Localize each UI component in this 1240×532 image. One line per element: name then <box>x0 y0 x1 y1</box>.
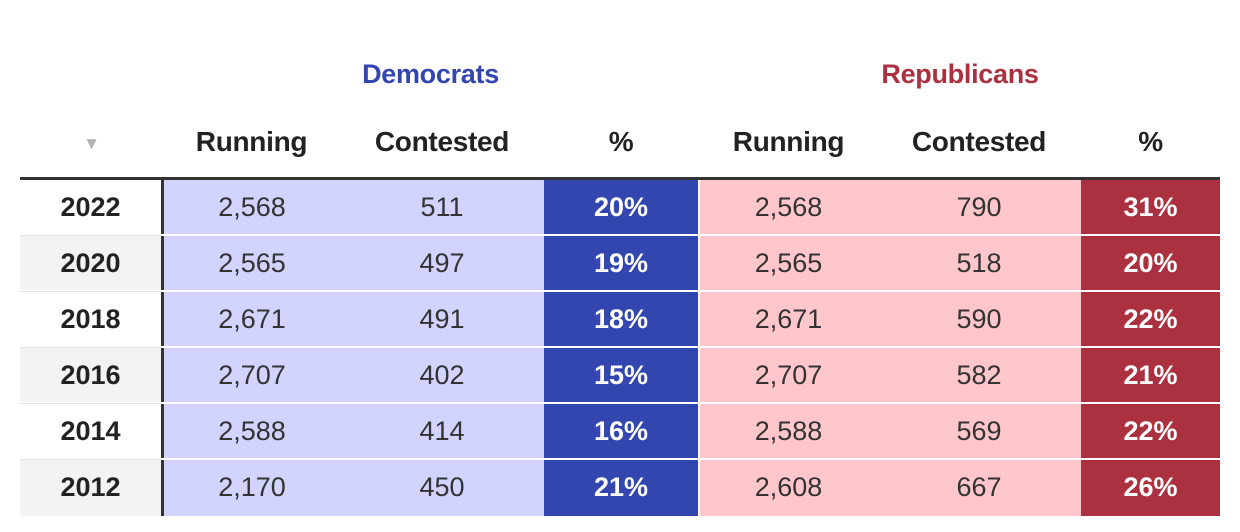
column-header-rep-running[interactable]: Running <box>732 126 845 157</box>
column-divider <box>161 236 164 292</box>
rep-pct-cell: 22% <box>1081 404 1220 460</box>
column-divider <box>161 404 164 460</box>
rep-pct-cell: 20% <box>1081 236 1220 292</box>
dem-contested-cell: 511 <box>340 180 544 236</box>
row-divider <box>20 403 161 404</box>
dem-running-cell: 2,707 <box>164 348 340 404</box>
column-divider <box>161 348 164 404</box>
rep-running-cell: 2,565 <box>700 236 877 292</box>
dem-contested-cell: 450 <box>340 460 544 516</box>
year-cell: 2014 <box>60 416 121 446</box>
dem-contested-cell: 497 <box>340 236 544 292</box>
year-cell: 2018 <box>60 304 121 334</box>
rep-running-cell: 2,588 <box>700 404 877 460</box>
rep-contested-cell: 790 <box>877 180 1081 236</box>
year-cell: 2020 <box>20 236 161 292</box>
column-header-dem-running[interactable]: Running <box>195 126 308 157</box>
column-divider <box>161 460 164 516</box>
row-divider <box>20 346 1220 348</box>
table-body: 2022 2,568 511 20% 2,568 790 31% 2020 2,… <box>20 180 1220 516</box>
dem-contested-cell: 414 <box>340 404 544 460</box>
rep-contested-cell: 518 <box>877 236 1081 292</box>
democrats-header: Democrats <box>362 59 499 89</box>
dem-running-cell: 2,568 <box>164 180 340 236</box>
row-divider <box>20 347 161 348</box>
year-cell: 2016 <box>20 348 161 404</box>
table-row: 2022 2,568 511 20% 2,568 790 31% <box>20 180 1220 236</box>
row-divider <box>20 402 1220 404</box>
rep-pct-cell: 31% <box>1081 180 1220 236</box>
rep-running-cell: 2,568 <box>700 180 877 236</box>
dem-contested-cell: 491 <box>340 292 544 348</box>
column-header-dem-contested[interactable]: Contested <box>374 126 510 157</box>
table-row: 2018 2,671 491 18% 2,671 590 22% <box>20 292 1220 348</box>
year-cell: 2012 <box>20 460 161 516</box>
sort-down-icon[interactable]: ▼ <box>83 134 100 153</box>
rep-contested-cell: 569 <box>877 404 1081 460</box>
dem-pct-cell: 20% <box>544 180 698 236</box>
dem-pct-cell: 18% <box>544 292 698 348</box>
rep-pct-cell: 22% <box>1081 292 1220 348</box>
rep-contested-cell: 590 <box>877 292 1081 348</box>
dem-running-cell: 2,588 <box>164 404 340 460</box>
rep-contested-cell: 582 <box>877 348 1081 404</box>
dem-pct-cell: 19% <box>544 236 698 292</box>
dem-pct-cell: 15% <box>544 348 698 404</box>
row-divider <box>20 458 1220 460</box>
row-divider <box>20 235 161 236</box>
row-divider <box>20 459 161 460</box>
table-header-divider <box>20 177 1220 180</box>
table-row: 2020 2,565 497 19% 2,565 518 20% <box>20 236 1220 292</box>
dem-running-cell: 2,170 <box>164 460 340 516</box>
rep-running-cell: 2,608 <box>700 460 877 516</box>
republicans-header: Republicans <box>881 59 1039 89</box>
table-row: 2012 2,170 450 21% 2,608 667 26% <box>20 460 1220 516</box>
rep-pct-cell: 21% <box>1081 348 1220 404</box>
dem-pct-cell: 16% <box>544 404 698 460</box>
column-header-dem-pct[interactable]: % <box>608 126 634 157</box>
column-header-rep-contested[interactable]: Contested <box>911 126 1047 157</box>
rep-running-cell: 2,671 <box>700 292 877 348</box>
rep-running-cell: 2,707 <box>700 348 877 404</box>
column-header-rep-pct[interactable]: % <box>1138 126 1163 157</box>
rep-pct-cell: 26% <box>1081 460 1220 516</box>
dem-running-cell: 2,565 <box>164 236 340 292</box>
table-row: 2016 2,707 402 15% 2,707 582 21% <box>20 348 1220 404</box>
dem-running-cell: 2,671 <box>164 292 340 348</box>
column-divider <box>161 180 164 236</box>
rep-contested-cell: 667 <box>877 460 1081 516</box>
row-divider <box>20 290 1220 292</box>
column-divider <box>161 292 164 348</box>
dem-pct-cell: 21% <box>544 460 698 516</box>
row-divider <box>20 291 161 292</box>
year-cell: 2022 <box>60 192 121 222</box>
row-divider <box>20 234 1220 236</box>
table-row: 2014 2,588 414 16% 2,588 569 22% <box>20 404 1220 460</box>
dem-contested-cell: 402 <box>340 348 544 404</box>
